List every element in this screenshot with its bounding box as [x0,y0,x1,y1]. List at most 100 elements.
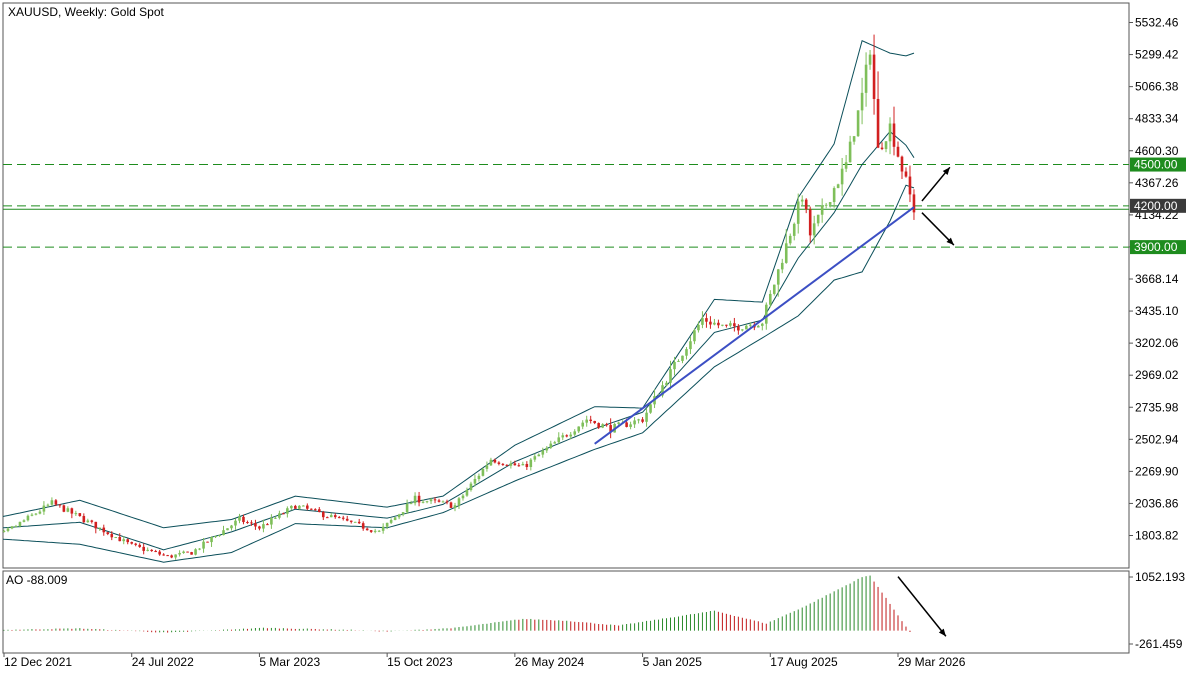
price-level-tag-bg [1130,240,1186,255]
candle-body [529,459,533,468]
candle-body [633,420,636,425]
candle-body [34,513,38,515]
candle-body [202,541,205,549]
candle-body [449,502,453,508]
candle [278,510,281,520]
candle-body [369,530,373,532]
candle-body [836,184,840,189]
candle [497,461,501,466]
candle [449,501,453,508]
candle-body [365,528,369,531]
candle-body [214,535,217,538]
y-tick-label: 5299.42 [1135,48,1179,62]
candle [533,453,537,462]
candle-body [561,435,565,438]
candle [505,464,509,467]
candle-body [130,542,134,544]
candle-body [62,505,66,512]
candle-body [18,521,22,527]
candle [569,431,573,440]
candle [836,183,840,189]
candle [840,157,844,196]
candle [401,512,405,517]
candle-body [405,503,409,513]
candle [349,520,353,524]
y-tick-label: 5066.38 [1135,80,1179,94]
candle-body [713,322,716,325]
candle [641,417,644,424]
ao-tick-label: -261.459 [1135,637,1183,651]
candle-body [852,136,856,142]
candle-body [824,204,828,206]
y-tick-label: 3435.10 [1135,304,1179,318]
y-tick-label: 2036.86 [1135,496,1179,510]
candle [321,510,325,521]
price-level-tag: 4500.00 [1130,157,1186,172]
candle [537,453,541,457]
candle-body [266,524,269,526]
candle-body [425,501,429,503]
x-tick-label: 15 Oct 2023 [387,655,453,669]
candle-body [872,54,876,99]
candle [230,524,233,531]
candle [353,521,357,523]
candle [54,498,58,507]
candle [461,493,465,501]
candle [306,503,309,511]
candle-body [513,463,517,466]
candle-body [493,459,497,463]
candle-body [597,423,600,428]
candle [178,550,181,557]
candle [693,328,696,345]
candle [888,117,892,155]
candle-body [186,551,189,553]
x-tick-label: 5 Jan 2025 [643,655,703,669]
candle-body [892,123,896,147]
candle [138,543,141,548]
axes: 5532.46 5299.42 5066.38 4833.34 4600.30 4367.… [3,16,1186,669]
candle-body [306,505,309,509]
y-tick-label: 2502.94 [1135,432,1179,446]
candle-body [150,549,153,552]
candle-body [409,503,413,505]
candle-body [757,325,760,328]
candle [757,324,760,328]
candle [912,189,916,220]
candle-body [904,171,908,177]
candle-body [413,495,417,504]
candle-body [772,284,776,294]
candle [274,516,277,519]
candle-body [629,424,632,427]
candle [792,222,796,241]
candle [34,513,38,516]
candle [545,446,549,453]
candle [122,536,126,545]
candle-body [134,543,138,545]
candle [900,155,904,180]
candle [880,142,884,151]
candle [589,415,592,424]
candle [361,521,365,531]
candle [194,548,197,556]
candle-body [896,146,900,157]
candle [86,518,90,523]
candle [425,500,429,504]
price-level-tag-bg [1130,157,1186,172]
candle-body [677,360,680,362]
candle-body [377,530,381,532]
candle [317,507,321,513]
candle [717,319,720,329]
candle [198,548,201,551]
candle-body [357,521,361,524]
candle-body [329,515,333,518]
candle-body [525,463,529,468]
candle-body [908,176,912,195]
candle [609,418,612,439]
ao-arrow-down [897,576,947,637]
candle [669,360,672,390]
candle-body [828,202,832,205]
candle [737,324,740,335]
y-tick-label: 2269.90 [1135,464,1179,478]
candle-body [198,548,201,550]
y-tick-label: 4367.26 [1135,176,1179,190]
